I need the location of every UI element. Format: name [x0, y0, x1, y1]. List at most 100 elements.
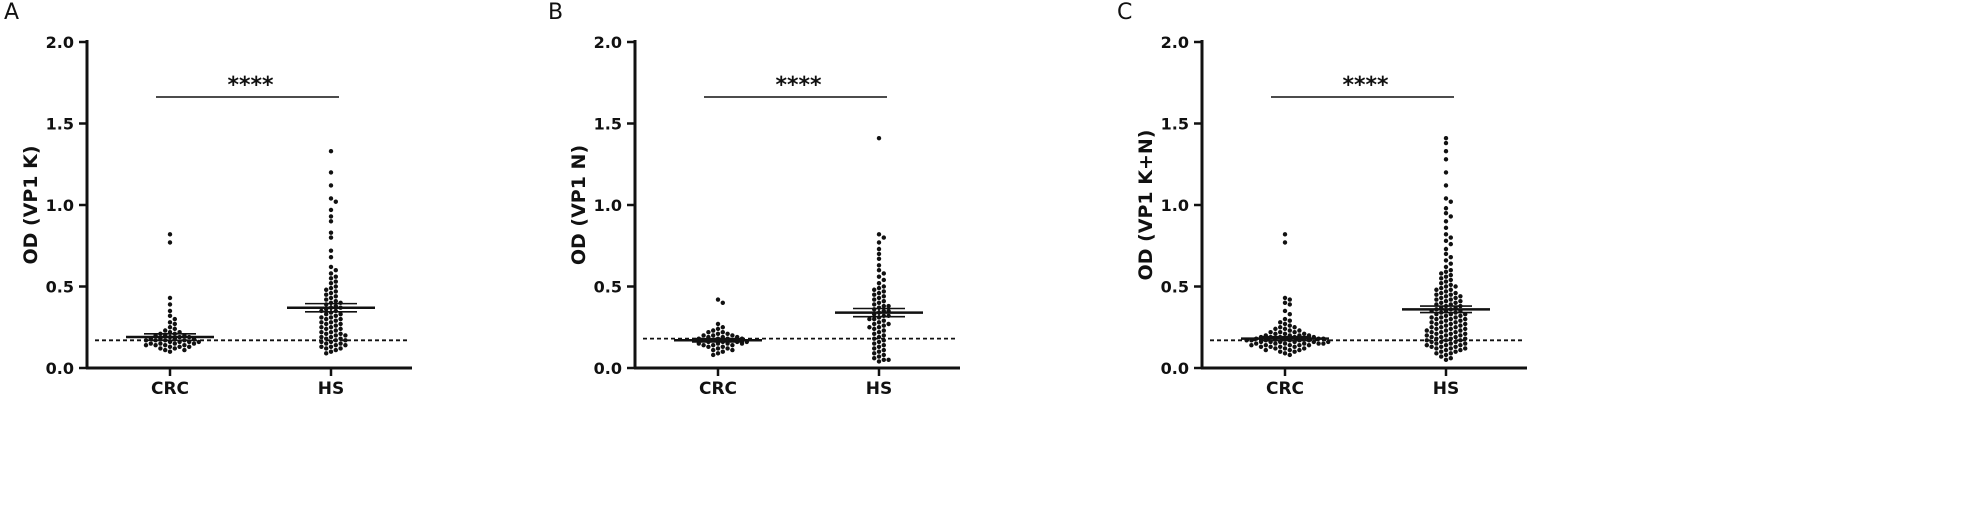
data-point [1424, 338, 1429, 343]
data-point [881, 338, 886, 343]
y-tick-label: 1.0 [1161, 196, 1189, 215]
data-point [333, 338, 338, 343]
data-point [1434, 331, 1439, 336]
data-point [872, 292, 877, 297]
data-point [1439, 290, 1444, 296]
data-point [1443, 232, 1449, 237]
panel-b: B 0.0 0.5 1.0 1.5 2.0 CRC HS OD (VP1 N) **** [548, 0, 1188, 524]
data-point [1443, 357, 1449, 363]
data-point [324, 336, 329, 341]
data-point [1439, 285, 1444, 291]
data-point [872, 351, 877, 356]
data-point [1282, 308, 1288, 314]
data-point [333, 347, 338, 353]
data-point [715, 331, 721, 336]
data-point [872, 297, 877, 302]
data-point [1278, 344, 1283, 350]
data-point [715, 346, 721, 351]
data-point [1292, 325, 1297, 330]
data-point [1443, 333, 1449, 338]
y-axis-label: OD (VP1 N) [568, 145, 590, 265]
data-point [1258, 344, 1264, 350]
scatter-chart-c: 0.0 0.5 1.0 1.5 2.0 CRC HS OD (VP1 K+N) **** [1135, 33, 1527, 399]
data-point [333, 318, 338, 323]
data-point [328, 276, 334, 281]
data-point [1434, 351, 1439, 356]
data-point [1297, 342, 1302, 348]
data-point [1439, 281, 1444, 286]
data-point [876, 300, 882, 305]
data-point [324, 297, 329, 302]
data-point [328, 349, 334, 354]
data-point [328, 207, 334, 213]
data-point [1429, 320, 1434, 325]
data-point [711, 333, 716, 338]
data-point [1439, 354, 1444, 359]
data-point [1448, 341, 1453, 346]
data-point [1282, 346, 1288, 351]
data-point [1453, 344, 1458, 350]
data-point [338, 331, 343, 336]
data-point [1463, 326, 1468, 332]
data-point [338, 346, 343, 351]
data-point [1448, 261, 1453, 266]
data-point [1453, 320, 1458, 325]
data-point [886, 357, 891, 363]
data-point [881, 277, 886, 283]
data-point [1297, 328, 1302, 333]
data-point [143, 342, 149, 348]
data-point [1292, 344, 1297, 350]
data-point [876, 281, 882, 286]
data-point [876, 354, 882, 359]
data-point [333, 284, 338, 289]
data-point [1263, 342, 1268, 348]
data-point [333, 279, 338, 284]
data-point [1458, 338, 1463, 343]
data-point [1273, 331, 1278, 336]
data-point [1458, 294, 1463, 299]
data-point [196, 339, 201, 345]
data-point [167, 325, 173, 330]
data-point [328, 196, 334, 201]
data-point [872, 336, 877, 341]
data-point [324, 346, 329, 351]
data-point [1443, 251, 1449, 257]
data-point [881, 298, 886, 304]
data-point [881, 294, 886, 299]
data-point [711, 347, 716, 353]
data-point [1443, 338, 1449, 343]
data-point [1434, 297, 1439, 302]
data-point [711, 342, 716, 348]
data-point [328, 315, 334, 320]
data-point [881, 342, 886, 348]
data-point [1429, 315, 1434, 320]
data-point [1254, 341, 1259, 346]
data-point [1424, 328, 1429, 333]
y-tick-label: 0.5 [46, 278, 74, 297]
data-point [319, 344, 324, 350]
data-point [1443, 289, 1449, 294]
data-point [1463, 316, 1468, 322]
data-point [333, 289, 338, 294]
data-point [167, 320, 173, 325]
data-point [158, 346, 163, 351]
data-point [333, 294, 338, 299]
data-point [1453, 290, 1458, 296]
data-point [720, 300, 725, 305]
data-point [328, 320, 334, 325]
data-point [1453, 329, 1458, 335]
data-point [1443, 258, 1449, 263]
data-point [876, 268, 882, 273]
data-point [324, 326, 329, 332]
data-point [876, 263, 882, 268]
data-point [338, 321, 343, 327]
data-point [324, 321, 329, 327]
data-point [1443, 269, 1449, 275]
data-point [1439, 315, 1444, 320]
significance-label: **** [227, 73, 274, 98]
data-point [1448, 268, 1453, 273]
data-point [872, 287, 877, 292]
data-point [1282, 295, 1288, 301]
x-tick-label: HS [866, 379, 892, 399]
data-point [1439, 320, 1444, 325]
